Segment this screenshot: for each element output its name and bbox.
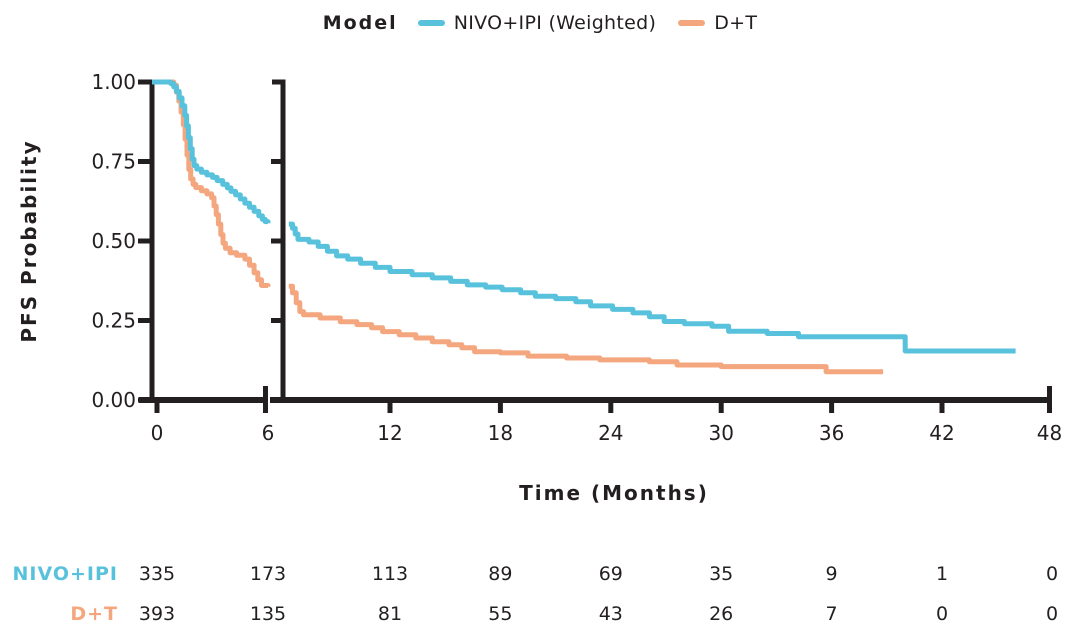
legend-swatch-dt [678, 20, 706, 26]
risk-count: 69 [598, 563, 623, 585]
risk-count: 0 [1045, 563, 1059, 585]
risk-count: 43 [598, 603, 623, 625]
risk-row-label: NIVO+IPI [12, 563, 118, 585]
x-tick-label: 0 [151, 421, 164, 445]
legend-title: Model [322, 12, 398, 34]
x-axis-title: Time (Months) [519, 481, 709, 505]
legend-swatch-nivo-ipi [417, 20, 445, 26]
risk-count: 7 [825, 603, 838, 625]
y-tick-label: 0.50 [91, 229, 136, 253]
km-curve-d-t-right-panel [288, 283, 884, 375]
risk-count: 26 [709, 603, 734, 625]
risk-count: 113 [371, 563, 409, 585]
risk-count: 173 [249, 563, 287, 585]
x-tick-label: 6 [262, 421, 275, 445]
risk-count: 81 [377, 603, 403, 625]
x-tick-label: 30 [708, 421, 733, 445]
km-survival-chart: 1.00 0.75 0.50 0.25 0.00 0 6 12 18 24 30 36 42 48 Time… [17, 70, 1062, 505]
risk-count: 335 [138, 563, 176, 585]
risk-count: 0 [935, 603, 949, 625]
risk-count: 89 [488, 563, 513, 585]
km-curve-nivo-ipi-right-panel [288, 221, 1016, 354]
risk-count: 55 [488, 603, 513, 625]
x-tick-label: 42 [929, 421, 954, 445]
legend-entry-nivo-ipi: NIVO+IPI (Weighted) [417, 12, 657, 34]
risk-count: 135 [249, 603, 287, 625]
risk-count: 393 [138, 603, 176, 625]
legend-label-nivo-ipi: NIVO+IPI (Weighted) [453, 12, 657, 34]
risk-row-d-t: D+T 393 135 81 55 43 26 7 0 0 [0, 603, 1080, 629]
y-axis-title: PFS Probability [17, 139, 41, 342]
x-tick-label: 48 [1037, 421, 1062, 445]
y-tick-label: 1.00 [91, 70, 136, 94]
x-tick-label: 36 [819, 421, 844, 445]
legend-label-dt: D+T [714, 12, 758, 34]
y-tick-label: 0.75 [91, 150, 136, 174]
km-curve-d-t-left-panel [152, 79, 271, 288]
km-curve-nivo-ipi-left-panel [152, 79, 271, 225]
risk-row-nivo-ipi: NIVO+IPI 335 173 113 89 69 35 9 1 0 [0, 563, 1080, 589]
x-tick-label: 12 [377, 421, 402, 445]
risk-count: 0 [1045, 603, 1059, 625]
risk-count: 1 [935, 563, 949, 585]
risk-count: 9 [825, 563, 838, 585]
x-tick-label: 24 [598, 421, 623, 445]
risk-row-label: D+T [70, 603, 118, 625]
y-tick-label: 0.00 [91, 388, 136, 412]
legend-entry-dt: D+T [678, 12, 757, 34]
y-tick-label: 0.25 [91, 309, 136, 333]
legend: Model NIVO+IPI (Weighted) D+T [0, 8, 1080, 38]
x-tick-label: 18 [488, 421, 513, 445]
risk-count: 35 [709, 563, 734, 585]
